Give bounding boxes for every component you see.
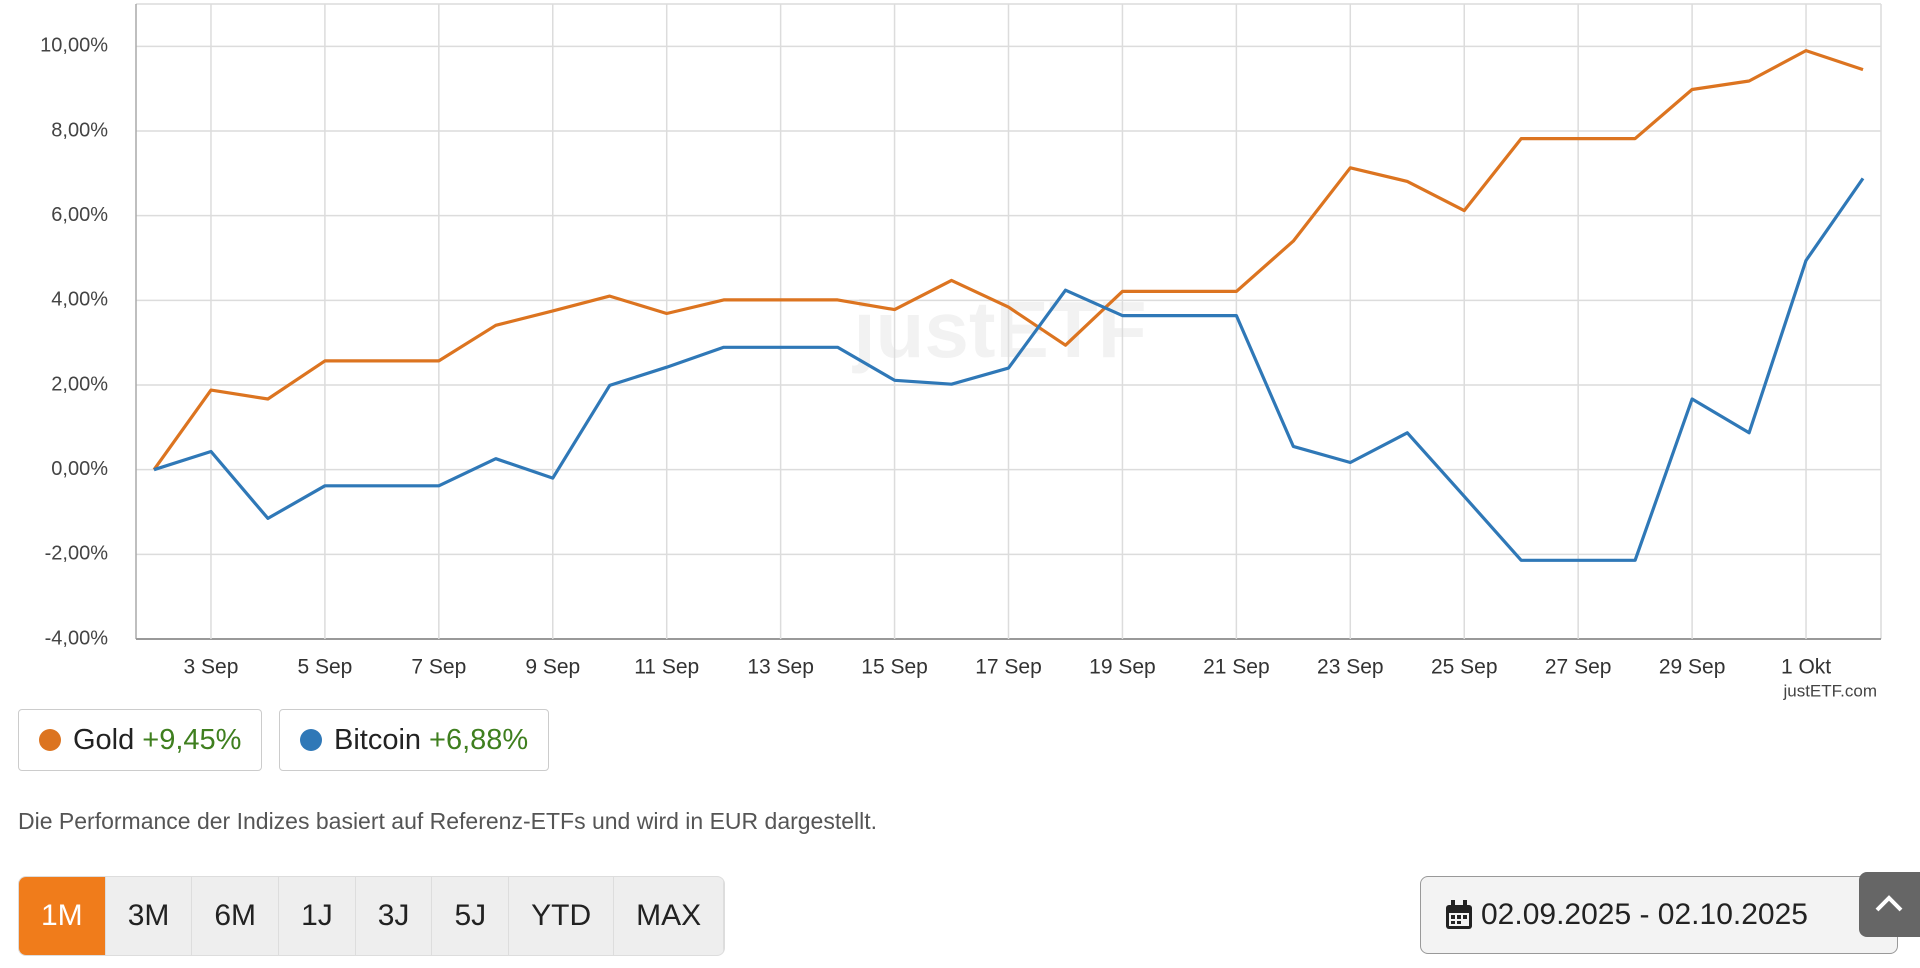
note: Die Performance der Indizes basiert auf … [18,808,878,834]
series-line [152,49,1864,471]
x-tick-label: 23 Sep [1317,656,1384,679]
legend-item[interactable]: Bitcoin +6,88% [279,709,550,771]
legend-marker [300,729,322,751]
x-tick-label: 3 Sep [184,656,239,679]
legend-change: +9,45% [142,723,242,756]
x-tick-label: 7 Sep [411,656,466,679]
range-button[interactable]: 1J [279,877,356,955]
x-tick-label: 15 Sep [861,656,928,679]
x-tick-label: 29 Sep [1659,656,1726,679]
credit: justETF.com [1782,681,1877,700]
x-tick-label: 13 Sep [747,656,814,679]
y-tick-label: 6,00% [51,204,108,226]
y-tick-label: -4,00% [45,627,109,649]
scroll-top-button[interactable] [1859,872,1920,937]
legend-marker [39,729,61,751]
y-tick-label: 8,00% [51,119,108,141]
x-tick-label: 17 Sep [975,656,1042,679]
x-tick-label: 9 Sep [525,656,580,679]
date-range-picker[interactable]: 02.09.2025 - 02.10.2025 [1420,876,1898,954]
legend-change: +6,88% [429,723,529,756]
y-tick-label: -2,00% [45,543,109,565]
range-button[interactable]: MAX [614,877,725,955]
y-tick-label: 4,00% [51,289,108,311]
chart: justETF -4,00% -2,00% 0,00% 2,00% 4,00% 6,00% 8… [40,3,1882,700]
range-button[interactable]: YTD [509,877,615,955]
watermark: justETF [851,285,1146,374]
legend-label: Bitcoin [334,723,422,756]
series-line [153,177,1865,562]
range-button[interactable]: 5J [432,877,510,955]
x-tick-label: 19 Sep [1089,656,1156,679]
x-tick-label: 5 Sep [297,656,352,679]
x-tick-label: 1 Okt [1781,656,1831,679]
date-range-text: 02.09.2025 - 02.10.2025 [1481,898,1808,931]
legend-label: Gold [73,723,135,756]
legend-item[interactable]: Gold +9,45% [18,709,263,771]
x-tick-label: 25 Sep [1431,656,1498,679]
x-tick-label: 27 Sep [1545,656,1612,679]
range-buttons: 1M 3M 6M 1J 3J 5J YTD MAX [18,876,726,956]
x-tick-label: 21 Sep [1203,656,1270,679]
calendar-icon [1446,900,1472,929]
y-tick-label: 0,00% [51,458,108,480]
range-button[interactable]: 6M [192,877,280,955]
range-button[interactable]: 1M [19,877,106,955]
range-button[interactable]: 3J [356,877,433,955]
chevron-icon [1875,895,1903,912]
y-tick-label: 2,00% [51,373,108,395]
x-tick-label: 11 Sep [634,656,699,679]
y-tick-label: 10,00% [40,35,108,57]
range-button[interactable]: 3M [106,877,193,955]
